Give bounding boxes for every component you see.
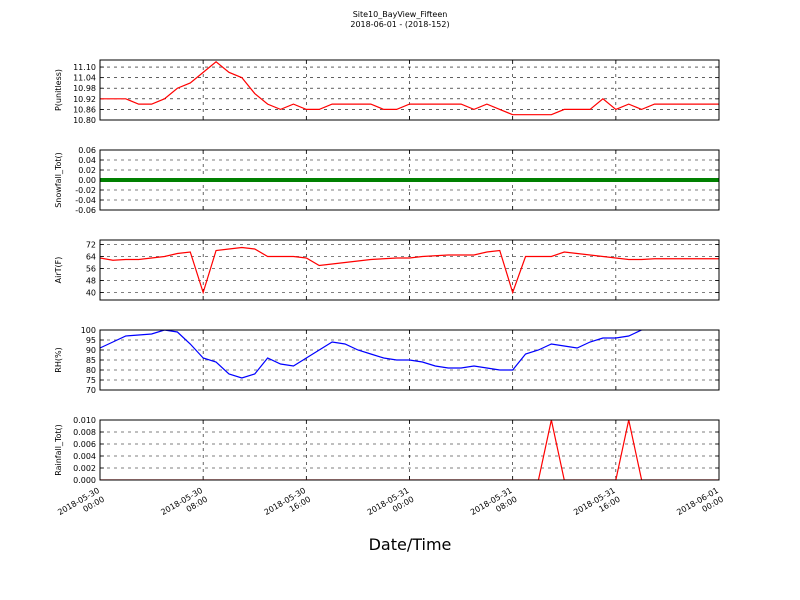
x-axis-label: Date/Time (369, 535, 452, 554)
plot-frame (99, 149, 720, 211)
y-tick-label: 0.010 (73, 416, 96, 425)
plot-frame (99, 329, 720, 391)
y-tick-label: 11.10 (73, 63, 96, 72)
y-tick-label: 0.004 (73, 452, 96, 461)
series-line (100, 330, 646, 379)
y-tick-label: 80 (86, 366, 96, 375)
series-line (100, 246, 719, 295)
y-tick-label: 85 (86, 356, 96, 365)
y-axis-label: Snowfall_Tot() (54, 152, 63, 208)
figure-title: Site10_BayView_Fifteen (353, 10, 448, 19)
x-tick-label: 2018-05-3108:00 (469, 486, 519, 526)
y-tick-label: 10.86 (73, 105, 96, 114)
y-tick-label: 56 (86, 265, 96, 274)
x-tick-label: 2018-05-3100:00 (366, 486, 416, 526)
y-tick-label: 0.02 (78, 166, 96, 175)
y-tick-label: 0.06 (78, 146, 96, 155)
y-axis-label: Rainfall_Tot() (54, 424, 63, 476)
x-tick-label: 2018-05-3116:00 (572, 486, 622, 526)
y-tick-label: 72 (86, 241, 96, 250)
y-axis-label: AirT(F) (54, 257, 63, 284)
x-tick-label: 2018-06-0100:00 (675, 486, 725, 526)
plot-frame (99, 419, 720, 481)
y-tick-label: 11.04 (73, 74, 96, 83)
y-tick-label: 0.006 (73, 440, 96, 449)
y-tick-label: 48 (86, 277, 96, 286)
y-tick-label: 10.92 (73, 95, 96, 104)
y-axis-label: P(unitless) (54, 69, 63, 111)
series-line (100, 60, 719, 116)
x-tick-label: 2018-05-3000:00 (56, 486, 106, 526)
y-tick-label: 75 (86, 376, 96, 385)
y-tick-label: 10.80 (73, 116, 96, 125)
y-tick-label: 70 (86, 386, 96, 395)
y-tick-label: 90 (86, 346, 96, 355)
y-tick-label: 0.002 (73, 464, 96, 473)
y-tick-label: 100 (81, 326, 96, 335)
y-tick-label: 95 (86, 336, 96, 345)
plot-frame (99, 59, 720, 121)
y-tick-label: -0.04 (75, 196, 96, 205)
y-tick-label: 10.98 (73, 84, 96, 93)
y-axis-label: RH(%) (54, 347, 63, 372)
y-tick-label: -0.02 (75, 186, 96, 195)
x-tick-label: 2018-05-3016:00 (263, 486, 313, 526)
y-tick-label: 0.04 (78, 156, 96, 165)
y-tick-label: 0.000 (73, 476, 96, 485)
y-tick-label: 40 (86, 289, 96, 298)
y-tick-label: 64 (86, 253, 96, 262)
plot-frame (99, 239, 720, 301)
y-tick-label: 0.008 (73, 428, 96, 437)
x-tick-label: 2018-05-3008:00 (159, 486, 209, 526)
figure-subtitle: 2018-06-01 - (2018-152) (350, 20, 449, 29)
y-tick-label: 0.00 (78, 176, 96, 185)
y-tick-label: -0.06 (75, 206, 96, 215)
